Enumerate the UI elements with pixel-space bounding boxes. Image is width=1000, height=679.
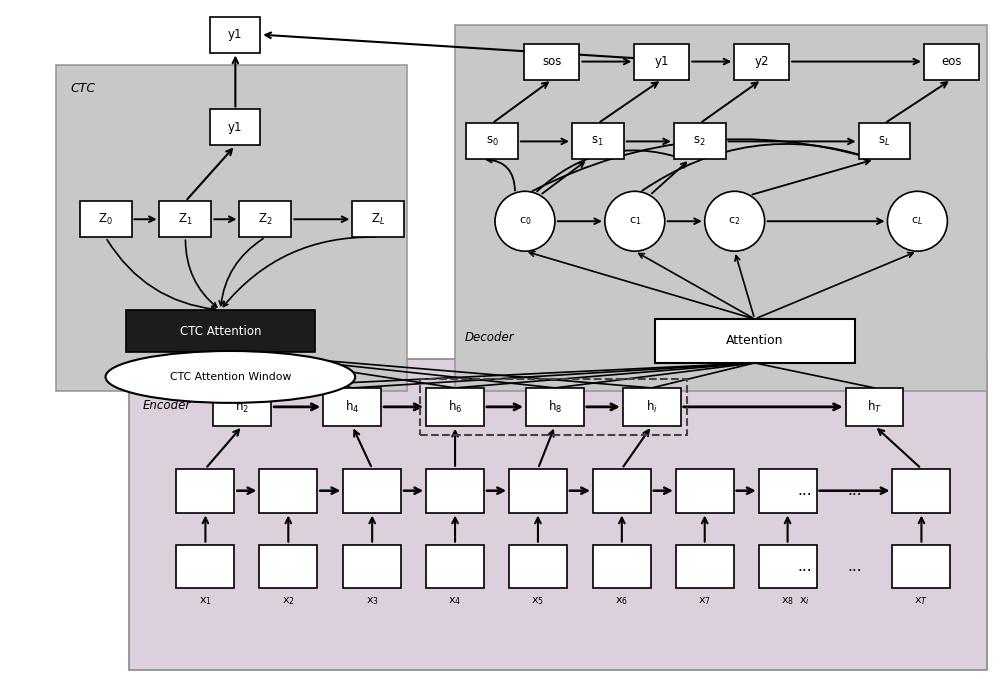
Text: c$_L$: c$_L$ — [911, 215, 923, 227]
Text: x$_5$: x$_5$ — [531, 595, 544, 607]
Text: c$_1$: c$_1$ — [629, 215, 641, 227]
FancyBboxPatch shape — [509, 469, 567, 513]
Text: x$_3$: x$_3$ — [366, 595, 379, 607]
FancyBboxPatch shape — [593, 545, 651, 589]
Text: CTC: CTC — [71, 81, 96, 94]
Circle shape — [605, 191, 665, 251]
FancyBboxPatch shape — [455, 24, 987, 391]
Circle shape — [887, 191, 947, 251]
FancyBboxPatch shape — [509, 545, 567, 589]
FancyBboxPatch shape — [129, 359, 987, 670]
FancyBboxPatch shape — [210, 17, 260, 52]
FancyBboxPatch shape — [239, 201, 291, 237]
Text: Z$_L$: Z$_L$ — [371, 212, 385, 227]
Text: h$_6$: h$_6$ — [448, 399, 462, 415]
Text: Z$_1$: Z$_1$ — [178, 212, 193, 227]
Circle shape — [495, 191, 555, 251]
FancyBboxPatch shape — [426, 388, 484, 426]
FancyBboxPatch shape — [259, 469, 317, 513]
FancyBboxPatch shape — [674, 124, 726, 160]
FancyBboxPatch shape — [634, 43, 689, 79]
Text: Decoder: Decoder — [465, 331, 515, 344]
Text: ...: ... — [847, 559, 862, 574]
Text: h$_4$: h$_4$ — [345, 399, 359, 415]
Text: Shared
Encoder: Shared Encoder — [142, 384, 191, 412]
FancyBboxPatch shape — [176, 545, 234, 589]
FancyBboxPatch shape — [676, 469, 734, 513]
Text: c$_2$: c$_2$ — [728, 215, 741, 227]
Text: x$_i$: x$_i$ — [799, 595, 810, 607]
FancyBboxPatch shape — [126, 310, 315, 352]
FancyBboxPatch shape — [593, 469, 651, 513]
Text: Attention: Attention — [726, 335, 783, 348]
Text: Z$_0$: Z$_0$ — [98, 212, 113, 227]
FancyBboxPatch shape — [176, 469, 234, 513]
FancyBboxPatch shape — [213, 388, 271, 426]
Text: x$_T$: x$_T$ — [914, 595, 928, 607]
Text: y1: y1 — [655, 55, 669, 68]
FancyBboxPatch shape — [426, 545, 484, 589]
Text: h$_8$: h$_8$ — [548, 399, 562, 415]
Text: y1: y1 — [228, 121, 243, 134]
Text: s$_0$: s$_0$ — [486, 135, 498, 148]
Text: Z$_2$: Z$_2$ — [258, 212, 273, 227]
Ellipse shape — [106, 351, 355, 403]
FancyBboxPatch shape — [343, 545, 401, 589]
Text: y2: y2 — [754, 55, 769, 68]
Text: y1: y1 — [228, 28, 243, 41]
Circle shape — [705, 191, 765, 251]
FancyBboxPatch shape — [259, 545, 317, 589]
FancyBboxPatch shape — [426, 469, 484, 513]
FancyBboxPatch shape — [759, 469, 817, 513]
Text: ...: ... — [797, 559, 812, 574]
FancyBboxPatch shape — [892, 545, 950, 589]
Text: sos: sos — [542, 55, 562, 68]
FancyBboxPatch shape — [352, 201, 404, 237]
Text: CTC Attention Window: CTC Attention Window — [170, 372, 291, 382]
FancyBboxPatch shape — [323, 388, 381, 426]
Text: h$_2$: h$_2$ — [235, 399, 249, 415]
FancyBboxPatch shape — [80, 201, 132, 237]
FancyBboxPatch shape — [924, 43, 979, 79]
FancyBboxPatch shape — [759, 545, 817, 589]
Text: x$_6$: x$_6$ — [615, 595, 628, 607]
FancyBboxPatch shape — [526, 388, 584, 426]
Text: h$_T$: h$_T$ — [867, 399, 882, 415]
Text: ...: ... — [847, 483, 862, 498]
Text: x$_8$: x$_8$ — [781, 595, 794, 607]
FancyBboxPatch shape — [846, 388, 903, 426]
Text: x$_2$: x$_2$ — [282, 595, 295, 607]
Text: x$_7$: x$_7$ — [698, 595, 711, 607]
Text: c$_0$: c$_0$ — [519, 215, 531, 227]
Text: h$_i$: h$_i$ — [646, 399, 658, 415]
FancyBboxPatch shape — [572, 124, 624, 160]
FancyBboxPatch shape — [734, 43, 789, 79]
Text: ...: ... — [797, 483, 812, 498]
Text: x$_4$: x$_4$ — [448, 595, 462, 607]
Text: s$_2$: s$_2$ — [693, 135, 706, 148]
FancyBboxPatch shape — [892, 469, 950, 513]
Text: s$_L$: s$_L$ — [878, 135, 891, 148]
FancyBboxPatch shape — [56, 65, 407, 391]
FancyBboxPatch shape — [623, 388, 681, 426]
FancyBboxPatch shape — [159, 201, 211, 237]
FancyBboxPatch shape — [655, 319, 855, 363]
FancyBboxPatch shape — [466, 124, 518, 160]
Text: CTC Attention: CTC Attention — [180, 325, 261, 337]
Text: eos: eos — [941, 55, 962, 68]
Text: x$_1$: x$_1$ — [199, 595, 212, 607]
FancyBboxPatch shape — [859, 124, 910, 160]
FancyBboxPatch shape — [676, 545, 734, 589]
FancyBboxPatch shape — [524, 43, 579, 79]
FancyBboxPatch shape — [343, 469, 401, 513]
Text: s$_1$: s$_1$ — [591, 135, 604, 148]
FancyBboxPatch shape — [210, 109, 260, 145]
